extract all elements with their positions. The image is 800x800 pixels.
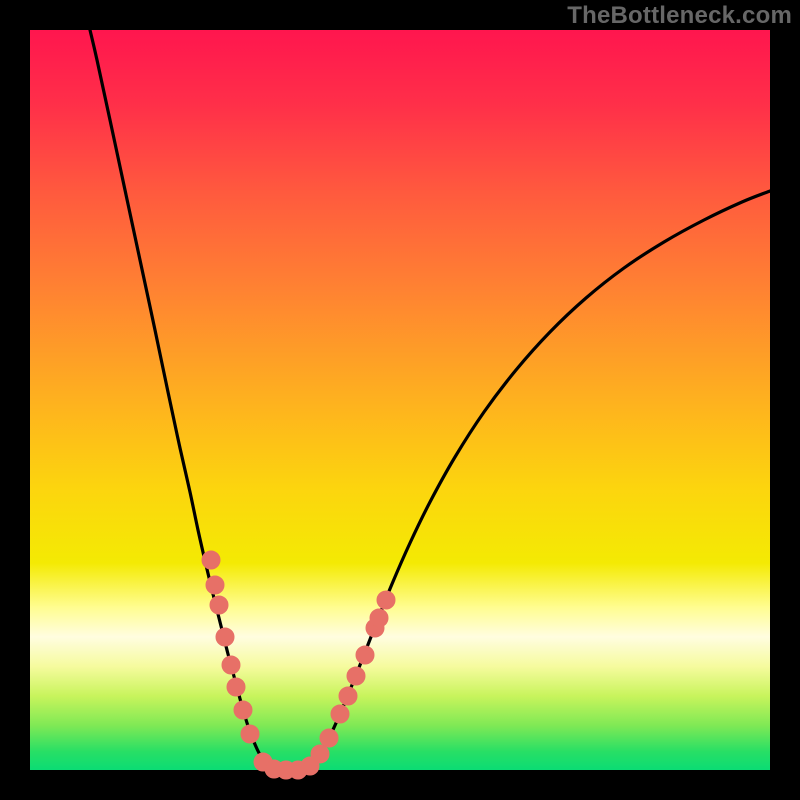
data-marker — [206, 576, 224, 594]
data-marker — [311, 745, 329, 763]
bottleneck-curve — [90, 30, 770, 770]
chart-container: TheBottleneck.com — [0, 0, 800, 800]
watermark-text: TheBottleneck.com — [567, 2, 792, 30]
plot-area — [30, 30, 770, 770]
data-marker — [202, 551, 220, 569]
data-marker — [222, 656, 240, 674]
data-marker — [356, 646, 374, 664]
data-marker — [377, 591, 395, 609]
data-marker — [320, 729, 338, 747]
data-marker — [216, 628, 234, 646]
data-marker — [227, 678, 245, 696]
data-markers — [202, 551, 395, 779]
bottleneck-curve-layer — [30, 30, 770, 770]
data-marker — [347, 667, 365, 685]
data-marker — [370, 609, 388, 627]
data-marker — [210, 596, 228, 614]
data-marker — [339, 687, 357, 705]
data-marker — [331, 705, 349, 723]
data-marker — [234, 701, 252, 719]
data-marker — [241, 725, 259, 743]
